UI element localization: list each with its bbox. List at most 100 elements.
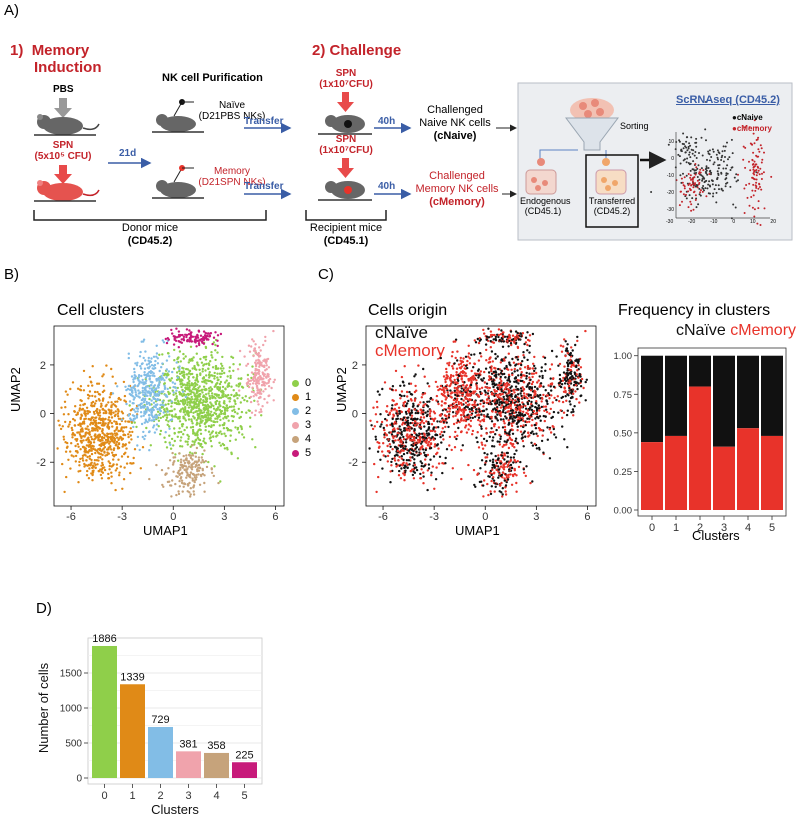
inset-point	[689, 174, 692, 177]
umap-point	[207, 430, 211, 433]
umap-point	[466, 406, 469, 409]
umap-point	[81, 457, 84, 460]
umap-point	[450, 355, 454, 358]
umap-point	[107, 421, 110, 425]
umap-point	[255, 381, 258, 384]
umap-point	[120, 418, 124, 421]
umap-point	[451, 367, 455, 370]
umap-point	[500, 369, 503, 372]
umap-point	[167, 370, 171, 373]
umap-point	[408, 434, 411, 438]
inset-point	[695, 166, 698, 169]
umap-point	[206, 414, 209, 417]
umap-point	[464, 426, 467, 429]
umap-point	[406, 421, 410, 425]
umap-point	[461, 394, 464, 397]
umap-point	[220, 362, 223, 365]
spn-chal2-line1: SPN	[335, 134, 357, 145]
umap-point	[165, 376, 168, 379]
umap-point	[208, 371, 211, 374]
umap-b-frame	[53, 325, 285, 507]
umap-point	[570, 360, 573, 364]
umap-point	[573, 383, 576, 387]
umap-point	[208, 389, 211, 393]
inset-point	[687, 145, 690, 148]
umap-point	[566, 343, 569, 346]
umap-point	[223, 447, 227, 450]
umap-point	[73, 419, 77, 422]
umap-point	[152, 391, 155, 394]
umap-point	[152, 424, 156, 427]
umap-point	[159, 403, 162, 407]
umap-point	[544, 389, 547, 392]
umap-point	[414, 411, 417, 415]
umap-point	[204, 398, 208, 401]
legend-label: 0	[305, 377, 312, 389]
inset-point	[757, 155, 760, 158]
umap-point	[214, 401, 217, 404]
umap-point	[403, 400, 407, 404]
umap-point	[199, 412, 202, 415]
spn-mouse-icon	[34, 180, 100, 202]
umap-point	[185, 373, 188, 376]
umap-point	[412, 436, 416, 440]
umap-point	[470, 353, 473, 356]
umap-point	[412, 402, 415, 405]
umap-point	[172, 393, 175, 396]
umap-point	[133, 371, 136, 374]
umap-point	[550, 383, 554, 386]
umap-point	[257, 379, 260, 383]
umap-point	[179, 383, 182, 386]
umap-point	[401, 464, 404, 467]
umap-point	[403, 394, 406, 398]
umap-point	[246, 362, 250, 366]
umap-point	[433, 443, 437, 446]
umap-point	[247, 409, 250, 412]
umap-point	[473, 362, 476, 365]
umap-point	[466, 359, 469, 363]
umap-point	[477, 395, 481, 398]
umap-point	[167, 467, 170, 470]
umap-point	[146, 372, 149, 375]
umap-point	[425, 439, 428, 442]
umap-point	[116, 422, 119, 426]
umap-point	[254, 378, 257, 381]
umap-point	[182, 408, 186, 412]
inset-point	[709, 192, 711, 195]
umap-point	[170, 400, 173, 403]
umap-point	[578, 374, 581, 377]
inset-point	[689, 156, 692, 159]
umap-point	[216, 376, 219, 379]
umap-point	[151, 367, 154, 370]
umap-point	[266, 374, 269, 377]
inset-point	[694, 173, 697, 176]
umap-point	[91, 394, 94, 398]
umap-point	[405, 412, 408, 415]
umap-point	[231, 356, 235, 359]
umap-point	[210, 392, 214, 395]
umap-point	[504, 430, 507, 433]
umap-point	[498, 443, 501, 446]
umap-point	[472, 374, 475, 378]
umap-point	[504, 406, 507, 410]
umap-point	[213, 377, 216, 380]
pbs-injection-arrow-icon	[54, 98, 72, 118]
umap-point	[236, 412, 239, 415]
umap-point	[173, 460, 176, 463]
umap-point	[164, 337, 167, 341]
umap-point	[513, 380, 516, 383]
umap-point	[501, 404, 504, 407]
umap-point	[77, 481, 80, 484]
umap-point	[433, 412, 437, 415]
umap-point	[475, 384, 478, 387]
umap-point	[223, 406, 227, 410]
umap-point	[159, 433, 162, 436]
umap-point	[395, 417, 398, 421]
umap-point	[407, 459, 411, 462]
umap-point	[76, 450, 79, 453]
umap-point	[393, 430, 396, 433]
inset-point	[744, 166, 747, 169]
umap-point	[249, 379, 253, 382]
umap-point	[189, 398, 192, 401]
umap-point	[202, 377, 205, 380]
